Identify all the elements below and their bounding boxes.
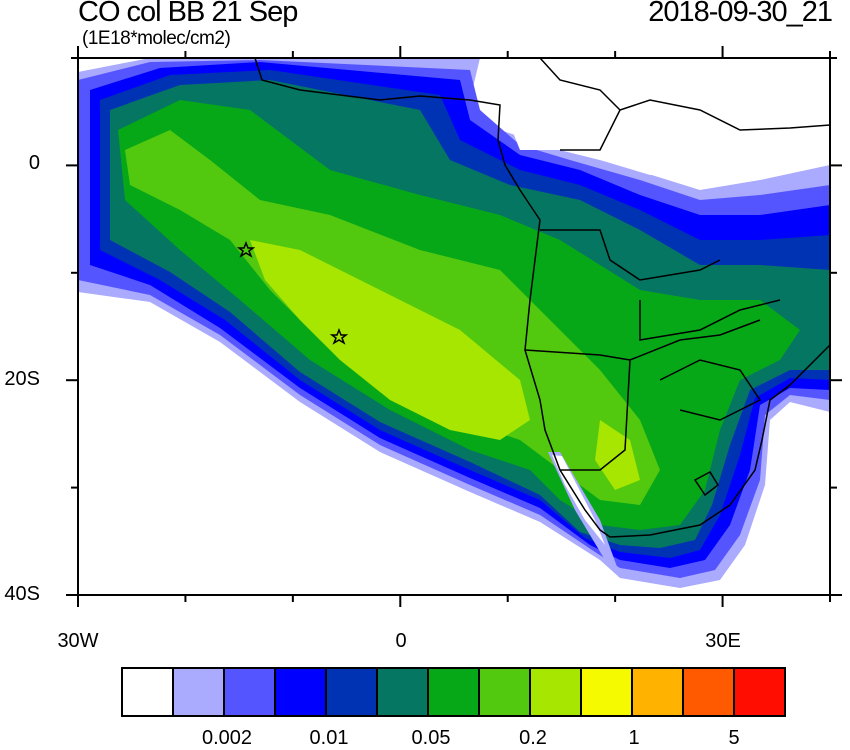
border-2 (524, 319, 761, 361)
y-tick-label: 0 (28, 152, 40, 174)
timestamp-label: 2018-09-30_21 (648, 0, 833, 28)
units-label: (1E18*molec/cm2) (82, 28, 231, 49)
border-3 (560, 359, 631, 471)
axis-ticks (66, 46, 842, 607)
map-frame (77, 57, 831, 596)
colorbar-swatch (121, 667, 174, 717)
star-marker (236, 240, 256, 258)
x-tick-label: 30E (705, 630, 741, 652)
plot-title: CO col BB 21 Sep (78, 0, 298, 28)
border-1 (540, 229, 721, 281)
coastlines-borders (254, 58, 830, 538)
border-north (560, 99, 830, 151)
colorbar-label: 0.002 (201, 727, 253, 749)
colorbar-swatch (682, 667, 735, 717)
colorbar-label: 0.05 (411, 727, 451, 749)
contour-0.2 (250, 240, 530, 440)
colorbar-label: 5 (728, 727, 740, 749)
site-markers (236, 240, 349, 345)
colorbar-swatch (376, 667, 429, 717)
colorbar-swatch (631, 667, 684, 717)
y-tick-label: 40S (4, 583, 40, 605)
colorbar-swatch (733, 667, 786, 717)
colorbar-swatch (427, 667, 480, 717)
x-tick-label: 30W (57, 630, 99, 652)
colorbar-label: 0.2 (519, 727, 547, 749)
star-marker (329, 327, 349, 345)
contour-0.2-south (595, 420, 640, 490)
y-tick-label: 20S (4, 368, 40, 390)
colorbar-label: 0.01 (309, 727, 349, 749)
colorbar-swatch (478, 667, 531, 717)
colorbar-swatch (325, 667, 378, 717)
colorbar-label: 1 (628, 727, 640, 749)
colorbar-swatch (580, 667, 633, 717)
x-tick-label: 0 (395, 630, 407, 652)
colorbar-swatch (223, 667, 276, 717)
colorbar-swatch (172, 667, 225, 717)
lesotho-border (693, 471, 719, 497)
colorbar-swatch (529, 667, 582, 717)
plume-contours (78, 58, 830, 588)
border-5 (659, 359, 762, 421)
border-north-2 (539, 58, 621, 111)
colorbar-swatch (274, 667, 327, 717)
colorbar (121, 667, 786, 717)
land-north-white (500, 58, 830, 175)
border-4 (639, 299, 781, 341)
